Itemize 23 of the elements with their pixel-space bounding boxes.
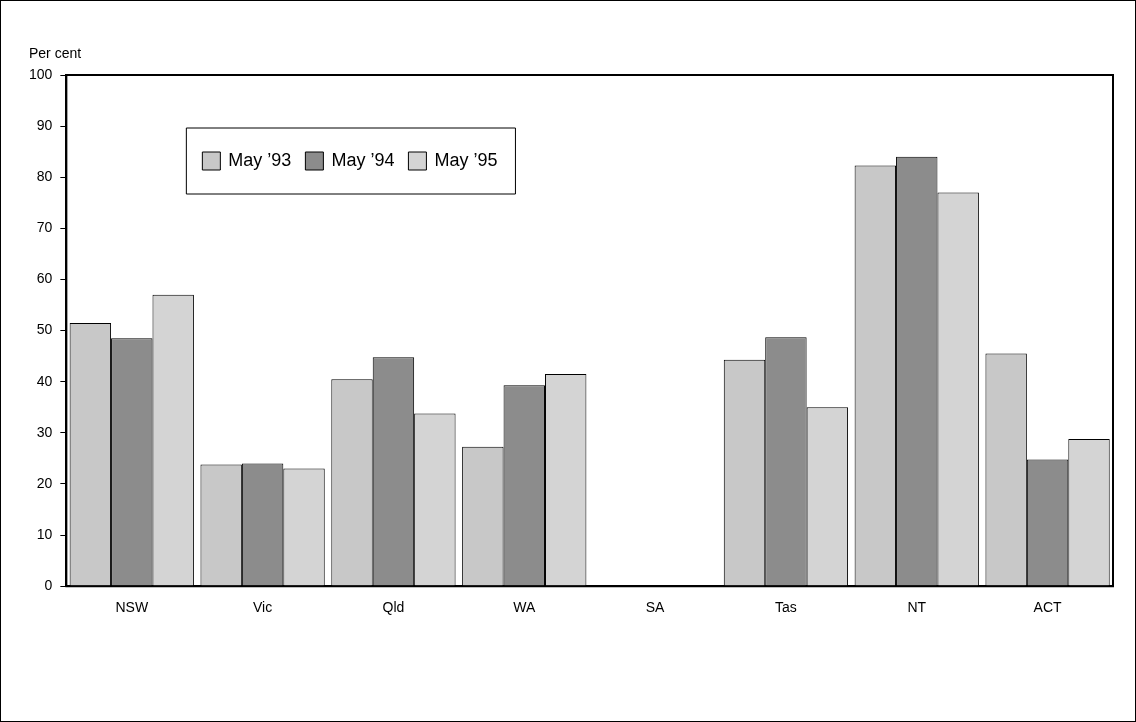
y-tick-label: 90 [36, 116, 53, 133]
x-tick-label: Qld [382, 599, 405, 616]
y-tick-label: 20 [36, 474, 53, 491]
y-tick-label: 60 [36, 270, 53, 287]
x-tick-label: ACT [1033, 599, 1063, 616]
y-tick-label: 70 [36, 219, 53, 236]
x-tick-label: SA [645, 599, 666, 616]
y-tick-label: 10 [36, 525, 53, 542]
x-tick-label: Tas [775, 599, 797, 616]
legend-label: May ’93 [228, 149, 292, 170]
y-tick-label: 40 [36, 372, 53, 389]
y-tick-label: 0 [44, 577, 53, 594]
y-tick-label: 50 [36, 321, 53, 338]
y-tick-label: 100 [29, 65, 53, 82]
x-tick-label: NT [907, 599, 927, 616]
y-axis-title: Per cent [29, 44, 82, 61]
x-tick-label: NSW [115, 599, 149, 616]
y-tick-label: 30 [36, 423, 53, 440]
x-tick-label: WA [513, 599, 536, 616]
y-tick-label: 80 [36, 168, 53, 185]
legend-label: May ’94 [331, 149, 395, 170]
legend-label: May ’95 [434, 149, 498, 170]
x-tick-label: Vic [253, 599, 273, 616]
